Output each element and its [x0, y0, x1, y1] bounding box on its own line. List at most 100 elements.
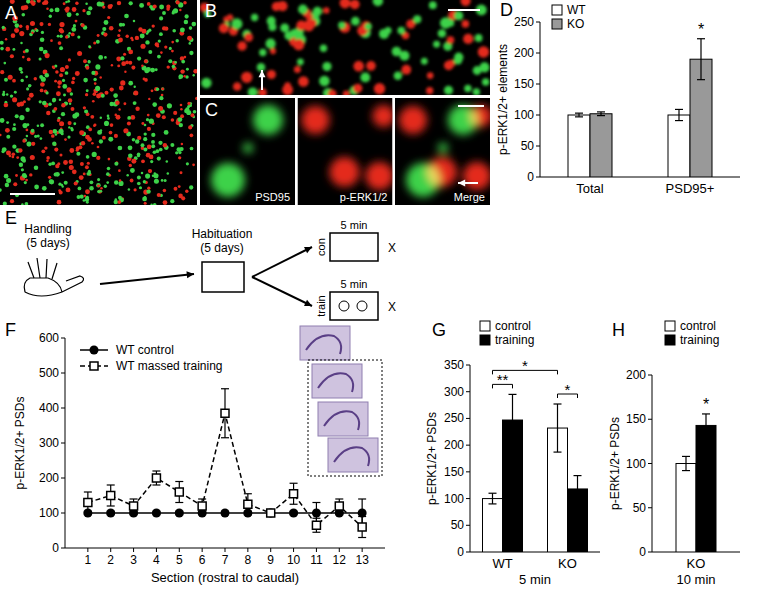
punctum — [8, 75, 13, 80]
punctum — [0, 41, 4, 45]
punctum — [61, 103, 66, 108]
y-tick — [61, 338, 65, 339]
error-cap — [574, 475, 582, 476]
punctum — [237, 41, 246, 50]
punctum — [119, 179, 121, 181]
punctum — [64, 8, 67, 11]
punctum — [93, 125, 95, 127]
punctum — [107, 117, 110, 120]
punctum — [118, 146, 123, 151]
punctum — [227, 14, 233, 20]
punctum — [140, 33, 145, 38]
punctum — [178, 117, 183, 122]
punctum — [167, 172, 170, 175]
punctum — [99, 76, 102, 79]
label: training — [495, 333, 534, 347]
punctum — [40, 89, 44, 93]
punctum — [149, 155, 154, 160]
punctum — [85, 2, 88, 5]
punctum — [185, 190, 188, 193]
punctum — [133, 90, 138, 95]
punctum — [85, 66, 89, 70]
punctum — [44, 146, 47, 149]
marker — [175, 509, 184, 518]
error-cap — [597, 115, 605, 116]
punctum — [120, 80, 125, 85]
punctum — [184, 14, 188, 18]
punctum — [83, 106, 86, 109]
punctum — [52, 129, 57, 134]
punctum — [68, 32, 71, 35]
punctum — [19, 24, 23, 28]
punctum — [66, 187, 71, 192]
label: 7 — [222, 553, 229, 567]
punctum — [4, 78, 8, 82]
bar — [590, 114, 612, 177]
punctum — [118, 169, 121, 172]
punctum — [101, 94, 105, 98]
legend-marker — [90, 346, 99, 355]
marker — [312, 509, 321, 518]
punctum — [157, 45, 160, 48]
punctum — [62, 84, 67, 89]
punctum — [475, 34, 483, 42]
punctum — [75, 20, 78, 23]
label: PSD95+ — [666, 181, 715, 196]
punctum — [3, 62, 6, 65]
punctum — [297, 59, 304, 66]
error-bar — [702, 414, 710, 437]
punctum — [180, 108, 183, 111]
punctum — [37, 0, 41, 3]
punctum — [65, 1, 68, 4]
punctum — [89, 186, 94, 191]
punctum — [46, 8, 49, 11]
punctum — [102, 6, 105, 9]
punctum — [48, 103, 52, 107]
punctum — [144, 59, 148, 63]
error-bar — [267, 510, 275, 517]
punctum — [68, 98, 73, 103]
punctum — [172, 29, 176, 33]
punctum — [1, 150, 4, 153]
error-bar — [489, 493, 497, 504]
punctum — [26, 25, 30, 29]
marker — [289, 509, 298, 518]
punctum — [35, 29, 38, 32]
section-image — [300, 326, 350, 360]
error-cap — [290, 483, 298, 484]
puncta — [0, 0, 197, 205]
punctum — [12, 97, 17, 102]
error-cap — [335, 512, 343, 513]
punctum — [118, 29, 121, 32]
label: 200 — [626, 368, 646, 382]
punctum — [180, 69, 184, 73]
punctum — [379, 29, 389, 39]
punctum — [59, 46, 63, 50]
punctum — [128, 50, 133, 55]
punctum — [482, 78, 490, 86]
punctum — [57, 200, 62, 205]
punctum — [151, 140, 155, 144]
punctum — [248, 87, 258, 95]
error-bar — [175, 482, 183, 503]
punctum — [444, 86, 453, 95]
punctum — [52, 66, 55, 69]
error-bar — [221, 389, 229, 438]
background — [0, 0, 765, 590]
punctum — [39, 100, 42, 103]
punctum — [104, 20, 109, 25]
error-cap — [597, 111, 605, 112]
punctum — [440, 17, 452, 29]
punctum — [158, 106, 163, 111]
punctum — [39, 22, 43, 26]
error-cap — [221, 388, 229, 389]
punctum — [109, 26, 114, 31]
punctum — [104, 185, 107, 188]
error-cap — [312, 532, 320, 533]
punctum — [473, 88, 480, 95]
y-tick — [536, 177, 540, 178]
label: WT control — [116, 343, 174, 357]
arena-box — [330, 292, 378, 320]
punctum — [57, 35, 60, 38]
label: Total — [576, 181, 604, 196]
